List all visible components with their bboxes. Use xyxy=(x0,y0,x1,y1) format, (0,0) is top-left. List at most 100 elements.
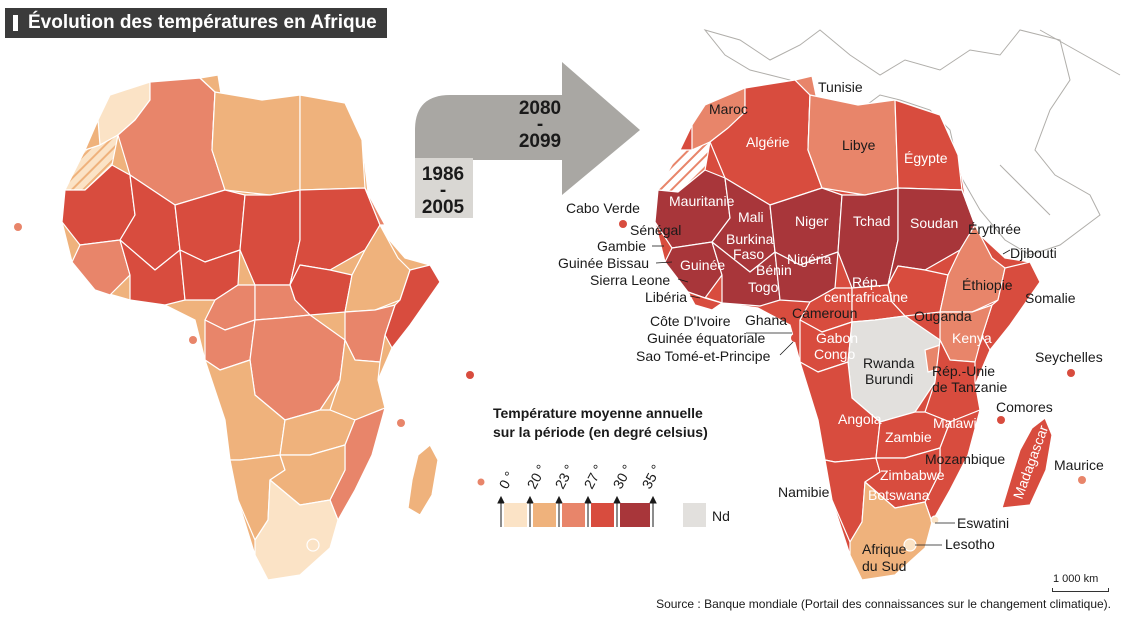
right-chad xyxy=(837,187,899,289)
right-eswatini xyxy=(930,515,940,525)
year-2005: 2005 xyxy=(422,197,465,218)
right-seychelles xyxy=(1067,369,1075,377)
label-liberia: Libéria xyxy=(645,289,687,305)
label-sao-tome: Sao Tomé-et-Principe xyxy=(636,348,771,364)
legend-swatch-0-20 xyxy=(504,503,527,527)
label-ouganda: Ouganda xyxy=(914,308,972,324)
label-mali: Mali xyxy=(738,209,764,225)
period-arrow: 1986 - 2005 2080 - 2099 xyxy=(415,62,640,218)
label-tanzanie-2: de Tanzanie xyxy=(932,379,1007,395)
label-senegal: Sénégal xyxy=(630,222,681,238)
right-sao-tome xyxy=(791,334,799,342)
left-seychelles xyxy=(466,371,474,379)
year-2080: 2080 xyxy=(519,98,561,119)
label-guinee: Guinée xyxy=(680,257,725,273)
left-somalia xyxy=(384,264,441,349)
legend-swatch-30-35 xyxy=(620,503,650,527)
label-congo: Congo xyxy=(814,346,855,362)
legend-tick-0: 0 ° xyxy=(496,469,518,492)
label-mozambique: Mozambique xyxy=(925,451,1005,467)
label-rwanda: Rwanda xyxy=(863,355,915,371)
right-comores xyxy=(997,416,1005,424)
legend-tick-35: 35 ° xyxy=(639,462,665,492)
label-nigeria: Nigéria xyxy=(787,251,832,267)
left-egypt xyxy=(299,94,366,191)
scale-bar xyxy=(1052,588,1109,592)
label-seychelles: Seychelles xyxy=(1035,349,1103,365)
label-libye: Libye xyxy=(842,137,876,153)
legend-tick-arrows xyxy=(497,495,657,527)
label-comores: Comores xyxy=(996,399,1053,415)
legend-tick-27: 27 ° xyxy=(581,462,607,492)
label-guinee-equatoriale: Guinée équatoriale xyxy=(647,330,766,346)
label-cote-ivoire: Côte D'Ivoire xyxy=(650,313,731,329)
legend-swatch-27-30 xyxy=(591,503,614,527)
label-djibouti: Djibouti xyxy=(1010,245,1057,261)
label-rca-2: centrafricaine xyxy=(824,289,908,305)
label-niger: Niger xyxy=(795,213,829,229)
left-eritrea xyxy=(364,187,386,226)
label-cameroun: Cameroun xyxy=(792,305,857,321)
right-sierra-liberia xyxy=(687,291,723,311)
right-somalia xyxy=(981,261,1041,351)
map-title: Évolution des températures en Afrique xyxy=(5,8,387,38)
label-tchad: Tchad xyxy=(853,213,890,229)
year-dash-after: - xyxy=(537,114,543,135)
label-maurice: Maurice xyxy=(1054,457,1104,473)
label-angola: Angola xyxy=(838,411,882,427)
right-burkina xyxy=(711,241,781,307)
legend-swatch-23-27 xyxy=(562,503,585,527)
left-comores xyxy=(397,419,405,427)
label-rca-1: Rép. xyxy=(852,274,882,290)
label-ghana: Ghana xyxy=(745,312,787,328)
right-egypt xyxy=(894,99,963,191)
arrow-shape xyxy=(415,62,640,215)
left-sao-tome xyxy=(189,336,197,344)
label-kenya: Kenya xyxy=(952,330,992,346)
leader-lines xyxy=(652,245,1011,546)
legend-dot xyxy=(477,478,485,486)
label-togo: Togo xyxy=(748,279,779,295)
right-maurice xyxy=(1078,476,1086,484)
label-afrique-1: Afrique xyxy=(862,541,907,557)
left-cabo-verde xyxy=(14,223,22,231)
label-mauritanie: Mauritanie xyxy=(669,193,735,209)
label-tanzanie-1: Rép.-Unie xyxy=(932,363,995,379)
label-afrique-2: du Sud xyxy=(862,558,906,574)
label-somalie: Somalie xyxy=(1025,290,1076,306)
label-benin: Bénin xyxy=(756,262,792,278)
legend-tick-30: 30 ° xyxy=(610,462,636,492)
label-maroc: Maroc xyxy=(709,101,748,117)
legend-title-line2: sur la période (en degré celsius) xyxy=(493,424,708,440)
legend-swatch-na xyxy=(683,503,706,527)
left-madagascar xyxy=(407,444,439,516)
label-ethiopie: Éthiopie xyxy=(962,277,1013,293)
map-1986-2005 xyxy=(14,74,474,581)
label-sierra-leone: Sierra Leone xyxy=(590,272,670,288)
label-algerie: Algérie xyxy=(746,134,790,150)
legend-na-label: Nd xyxy=(712,508,730,524)
label-botswana: Botswana xyxy=(868,487,930,503)
legend-tick-23: 23 ° xyxy=(552,462,578,492)
map-title-text: Évolution des températures en Afrique xyxy=(28,12,377,33)
label-eswatini: Eswatini xyxy=(957,515,1009,531)
label-tunisie: Tunisie xyxy=(818,79,863,95)
period-before-box xyxy=(415,158,473,218)
year-dash-before: - xyxy=(440,180,446,201)
year-2099: 2099 xyxy=(519,131,561,152)
label-egypte: Égypte xyxy=(904,150,948,166)
map-2080-2099: Maroc Tunisie Algérie Libye Égypte Mauri… xyxy=(558,29,1121,581)
year-1986: 1986 xyxy=(422,164,464,185)
left-south-africa xyxy=(254,479,339,581)
left-libya xyxy=(211,91,301,196)
source-note: Source : Banque mondiale (Portail des co… xyxy=(656,597,1111,611)
legend-tick-20: 20 ° xyxy=(524,462,550,492)
title-marker xyxy=(13,15,18,31)
temperature-legend: Température moyenne annuelle sur la péri… xyxy=(477,405,730,527)
legend-title-line1: Température moyenne annuelle xyxy=(493,405,703,421)
left-burkina-ghana xyxy=(119,239,186,306)
legend-swatch-20-23 xyxy=(533,503,556,527)
label-malawi: Malawi xyxy=(933,415,977,431)
label-zambie: Zambie xyxy=(885,429,932,445)
